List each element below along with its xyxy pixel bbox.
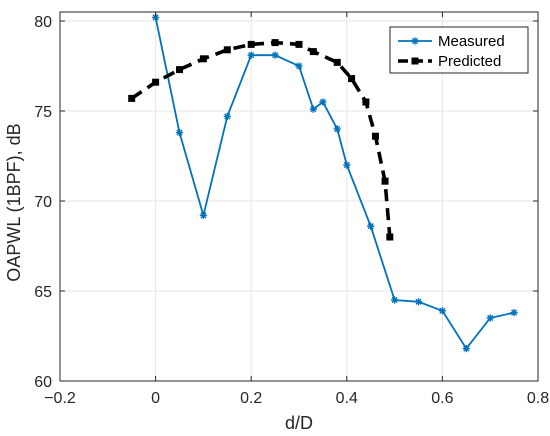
marker-stroke (224, 113, 231, 120)
marker-asterisk (391, 296, 399, 304)
marker-stroke (295, 62, 303, 70)
marker-square (295, 40, 303, 48)
legend-items: Measured Predicted (398, 33, 505, 70)
marker-stroke (411, 37, 419, 45)
marker-stroke (487, 314, 494, 322)
marker-asterisk (295, 62, 303, 70)
series-measured (152, 13, 518, 353)
plot-frame (59, 11, 539, 382)
marker-square (333, 58, 341, 66)
x-tick-label: 0.6 (431, 390, 453, 407)
marker-stroke (152, 14, 159, 21)
legend: Measured Predicted (389, 26, 529, 74)
grid (59, 12, 539, 382)
marker-stroke (334, 125, 341, 133)
marker-asterisk (333, 125, 341, 133)
ticks: −0.2 0 0.2 0.4 0.6 0.8 60 65 70 75 80 (34, 12, 549, 407)
marker-square (381, 177, 389, 185)
x-tick-label: 0.8 (527, 390, 549, 407)
marker-stroke (272, 52, 279, 59)
marker-asterisk (343, 161, 351, 169)
marker-square (411, 57, 419, 65)
marker-square (223, 46, 231, 54)
marker-square (371, 132, 379, 140)
marker-asterisk (309, 105, 317, 113)
marker-square (199, 55, 207, 63)
marker-asterisk (462, 345, 470, 353)
marker-asterisk (271, 51, 279, 59)
marker-square (271, 39, 279, 47)
x-tick-label: −0.2 (44, 390, 76, 407)
marker-stroke (367, 223, 374, 230)
marker-asterisk (438, 307, 446, 315)
legend-box (389, 26, 529, 74)
marker-square (176, 66, 183, 74)
series-layer (128, 13, 518, 353)
series-predicted (128, 39, 394, 241)
marker-asterisk (367, 222, 375, 230)
y-tick-label: 60 (34, 374, 52, 391)
marker-asterisk (414, 298, 423, 306)
legend-item-predicted: Predicted (398, 53, 501, 70)
marker-asterisk (510, 309, 518, 317)
marker-stroke (343, 161, 350, 169)
legend-item-measured: Measured (398, 33, 505, 50)
marker-square (128, 94, 136, 102)
marker-stroke (415, 298, 422, 305)
marker-square (362, 98, 370, 106)
marker-asterisk (247, 51, 255, 59)
marker-square (247, 40, 255, 48)
marker-stroke (463, 345, 470, 352)
marker-stroke (391, 296, 398, 304)
legend-label-measured: Measured (438, 33, 505, 50)
x-tick-label: 0.2 (240, 390, 262, 407)
legend-label-predicted: Predicted (438, 53, 501, 70)
marker-stroke (200, 212, 207, 219)
marker-stroke (176, 129, 183, 136)
marker-stroke (439, 307, 446, 314)
marker-stroke (511, 309, 518, 316)
y-axis-title: OAPWL (1BPF), dB (4, 123, 24, 281)
y-tick-label: 70 (34, 194, 52, 211)
y-tick-label: 65 (34, 284, 52, 301)
marker-stroke (310, 106, 317, 113)
x-tick-label: 0.4 (336, 390, 358, 407)
marker-asterisk (199, 211, 207, 219)
x-tick-label: 0 (151, 390, 160, 407)
marker-square (348, 75, 356, 83)
marker-asterisk (175, 129, 184, 137)
marker-asterisk (223, 112, 231, 120)
marker-square (386, 233, 394, 241)
marker-asterisk (319, 98, 327, 106)
y-tick-label: 75 (34, 104, 52, 121)
marker-stroke (319, 98, 326, 106)
y-tick-label: 80 (34, 14, 52, 31)
marker-asterisk (486, 314, 494, 322)
marker-stroke (248, 52, 255, 59)
x-axis-title: d/D (285, 413, 313, 433)
series-line-measured (154, 17, 515, 351)
marker-square (309, 48, 317, 56)
marker-asterisk (411, 37, 419, 45)
marker-square (152, 78, 160, 86)
